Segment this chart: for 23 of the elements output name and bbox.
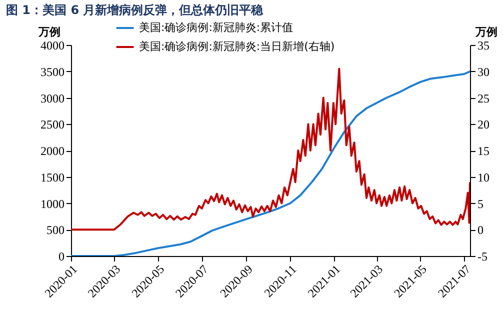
legend-label: 美国:确诊病例:新冠肺炎:当日新增(右轴) xyxy=(139,40,335,53)
y-tick-label: 500 xyxy=(46,223,64,238)
y-tick-label: 2000 xyxy=(40,144,64,158)
y2-tick-label: 30 xyxy=(478,64,490,79)
y-tick-label: 4000 xyxy=(40,38,64,52)
y2-tick-label: 25 xyxy=(478,91,490,106)
y2-axis-title: 万例 xyxy=(474,26,498,38)
y-tick-label: 0 xyxy=(58,250,64,264)
y2-tick-label: 0 xyxy=(478,223,484,238)
legend-label: 美国:确诊病例:新冠肺炎:累计值 xyxy=(139,21,294,34)
y2-tick-label: 15 xyxy=(478,144,490,158)
y-tick-label: 2500 xyxy=(40,118,64,132)
y2-tick-label: 20 xyxy=(478,118,490,132)
y-axis-title: 万例 xyxy=(38,26,60,38)
y-tick-label: 3000 xyxy=(40,91,64,106)
y2-tick-label: 5 xyxy=(478,196,484,211)
y-tick-label: 1000 xyxy=(40,196,64,211)
y2-tick-label: 35 xyxy=(478,38,490,52)
y-tick-label: 3500 xyxy=(40,64,64,79)
chart-title: 图 1：美国 6 月新增病例反弹，但总体仍旧平稳 xyxy=(6,3,264,17)
y-tick-label: 1500 xyxy=(40,170,64,184)
y2-tick-label: -5 xyxy=(478,250,488,264)
y2-tick-label: 10 xyxy=(478,170,490,184)
